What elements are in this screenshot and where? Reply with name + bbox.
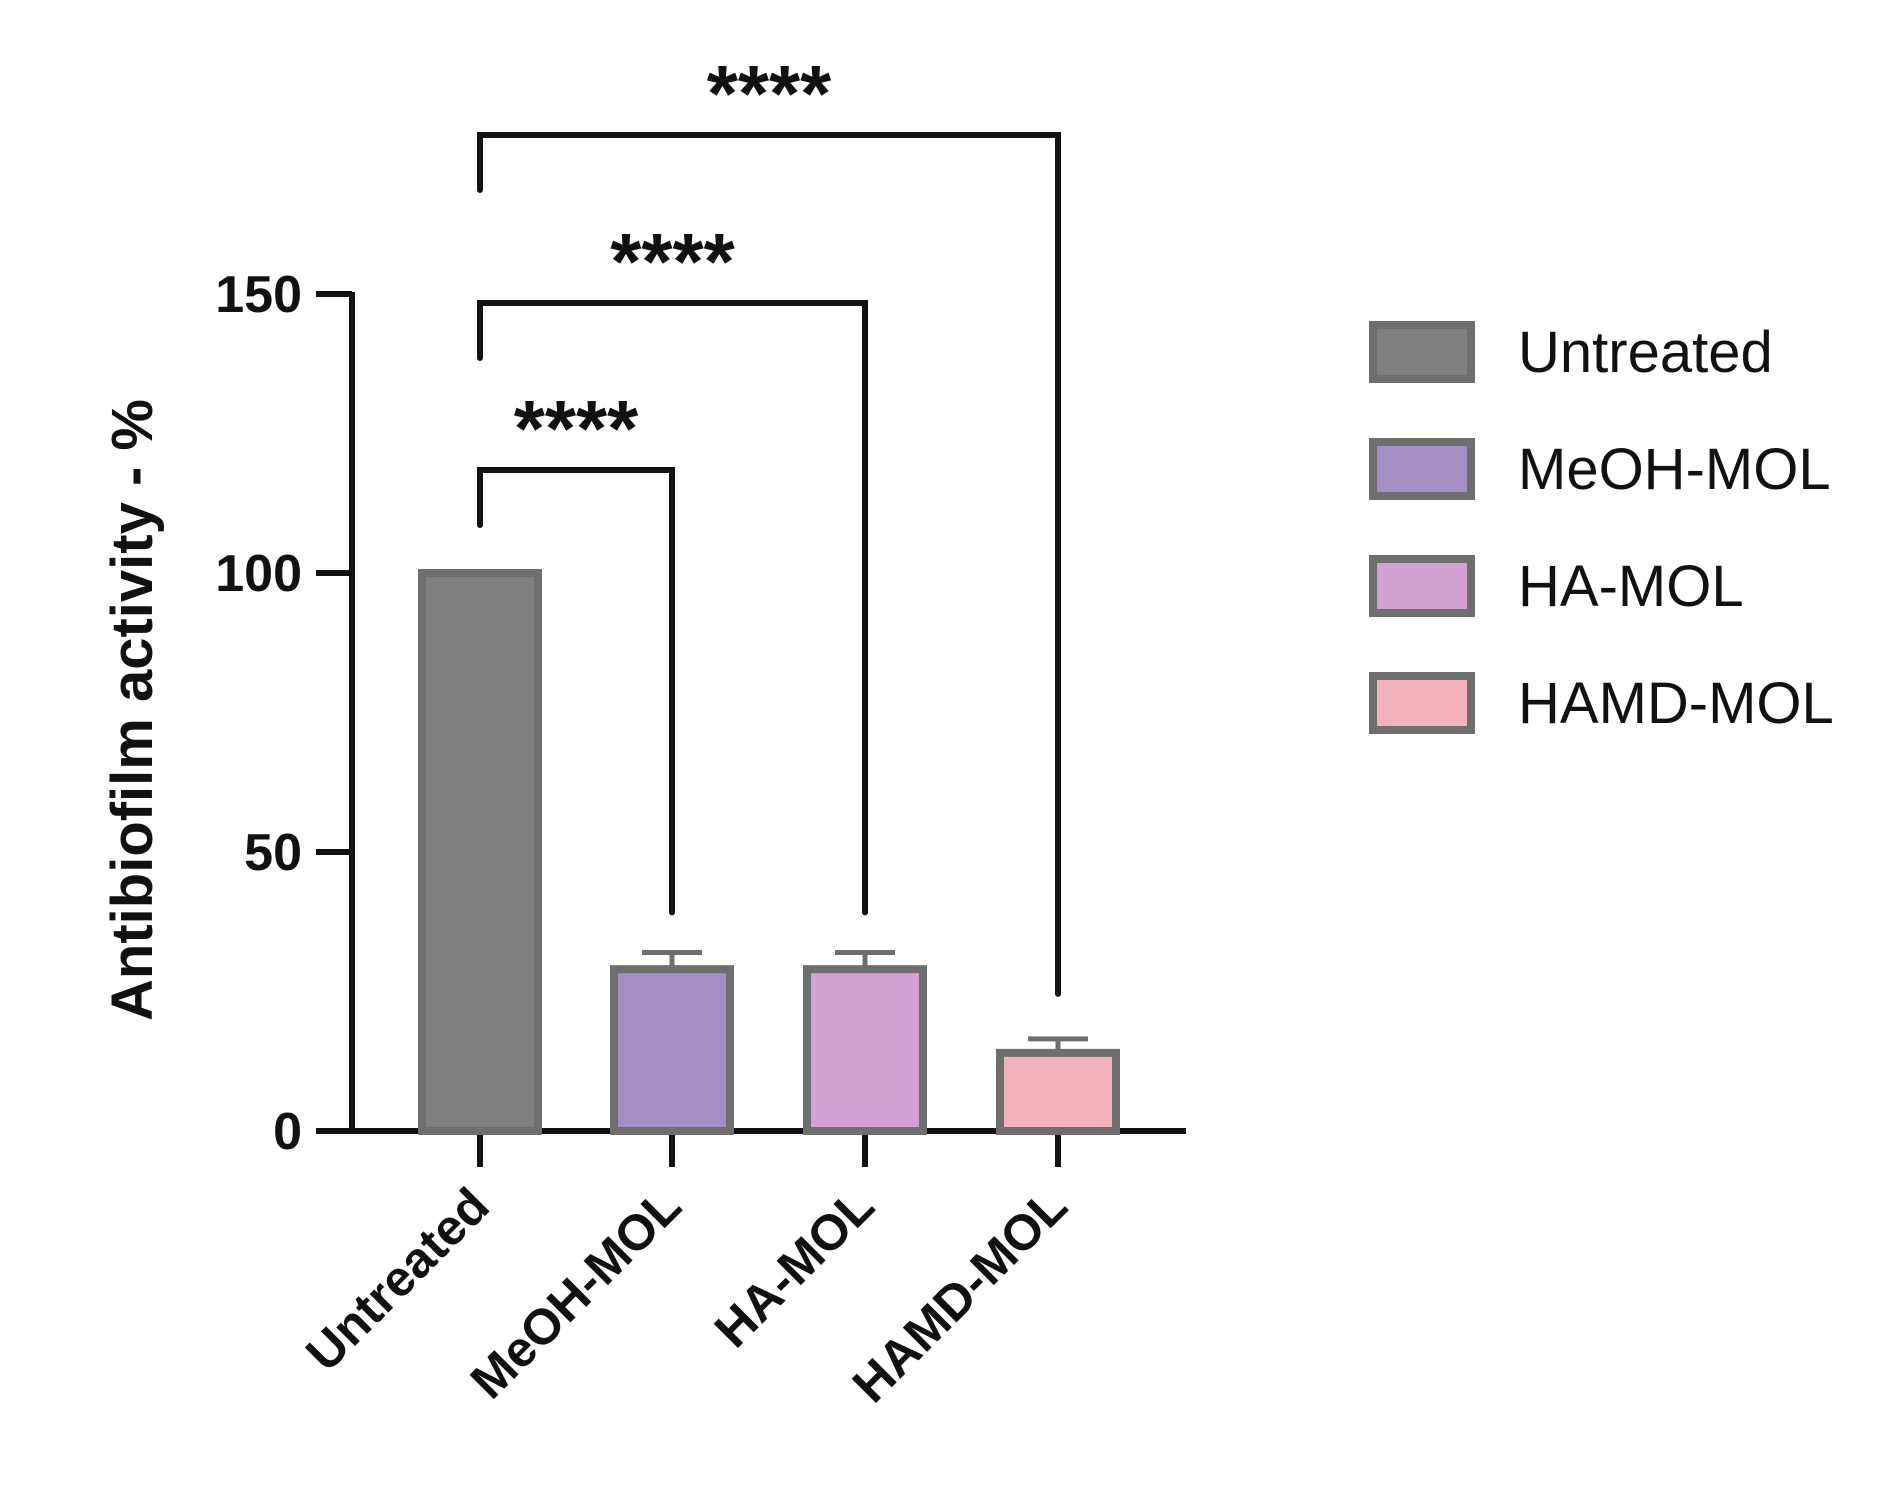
category-label: Untreated	[295, 1177, 500, 1382]
legend-label: MeOH-MOL	[1518, 437, 1831, 502]
legend-swatch	[1369, 672, 1475, 734]
category-label: HA-MOL	[704, 1177, 885, 1358]
legend-swatch	[1369, 321, 1475, 383]
y-tick-label: 150	[215, 266, 302, 324]
significance-bracket	[477, 132, 1061, 997]
significance-label: ****	[707, 49, 832, 138]
significance-label: ****	[610, 217, 735, 306]
y-tick-label: 0	[273, 1103, 302, 1161]
legend-swatch	[1369, 438, 1475, 500]
y-tick-label: 100	[215, 545, 302, 603]
y-axis-label: Antibiofilm activity - %	[100, 399, 165, 1021]
significance-brackets: **** **** ****	[477, 49, 1061, 997]
bar-ha-mol	[803, 965, 927, 1135]
y-tick-label: 50	[244, 824, 302, 882]
legend-swatch	[1369, 555, 1475, 617]
bar-series	[418, 569, 1120, 1136]
significance-label: ****	[514, 384, 639, 473]
bar-hamd-mol	[996, 1048, 1120, 1136]
legend-label: HA-MOL	[1518, 554, 1744, 619]
significance-bracket	[477, 300, 868, 916]
bar-meoh-mol	[610, 965, 734, 1135]
significance-bracket	[477, 467, 675, 916]
legend: Untreated MeOH-MOL HA-MOL HAMD-MOL	[1369, 320, 1834, 736]
legend-label: Untreated	[1518, 320, 1773, 385]
bar-untreated	[418, 569, 542, 1135]
legend-label: HAMD-MOL	[1518, 671, 1834, 736]
